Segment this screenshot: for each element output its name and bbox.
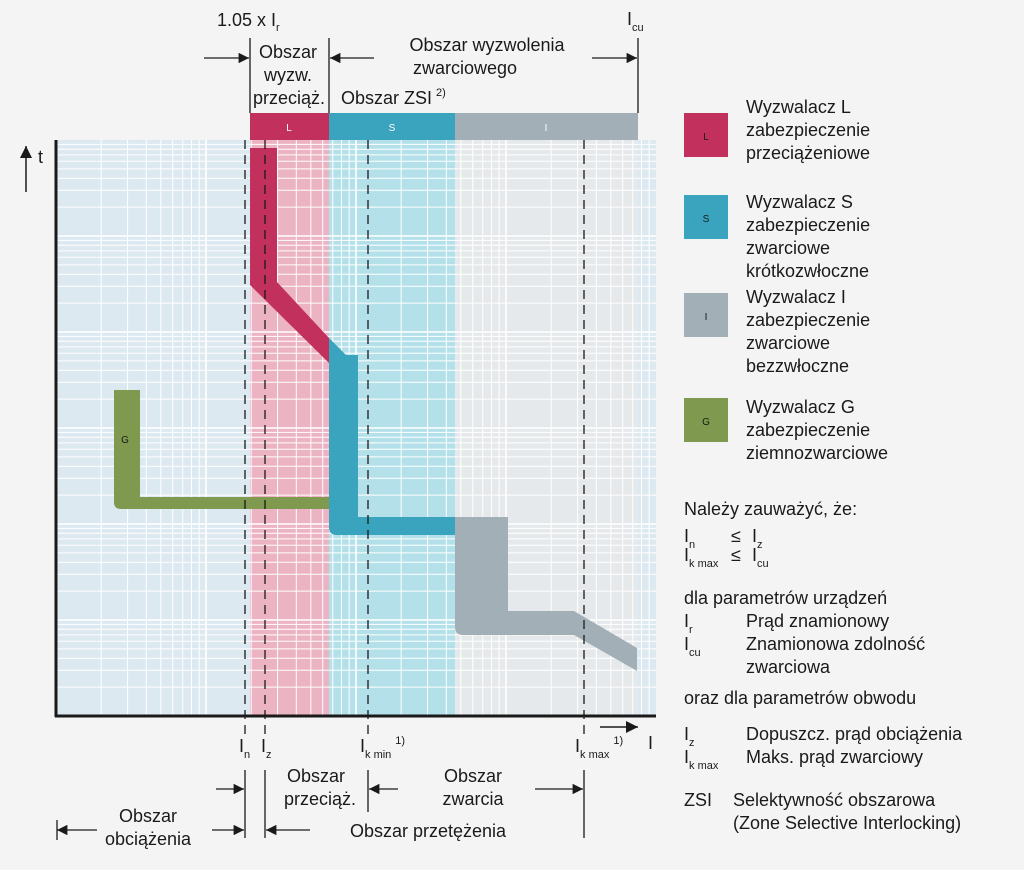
legend-swatch-label-I: I	[705, 312, 708, 323]
legend-text-S-2: zwarciowe	[746, 238, 830, 258]
legend-swatch-label-L: L	[703, 132, 709, 143]
band-S-label: S	[389, 123, 396, 134]
bottom-sc-line2: zwarcia	[442, 789, 504, 809]
parameter-list: Ir Prąd znamionowy Icu Znamionowa zdolność z…	[684, 611, 963, 772]
legend-swatch-label-S: S	[703, 214, 710, 225]
device-heading: dla parametrów urządzeń	[684, 588, 887, 608]
band-L-label: L	[286, 123, 292, 134]
curve-S	[329, 338, 455, 535]
legend-text-G-1: zabezpieczenie	[746, 420, 870, 440]
rel2-b: Icu	[752, 545, 769, 570]
legend-swatch-S	[684, 195, 728, 239]
legend-swatch-L	[684, 113, 728, 157]
zone-overload-line2: wyzw.	[263, 65, 312, 85]
zone-shortcircuit-line1: Obszar wyzwolenia	[409, 35, 565, 55]
legend-text-S-0: Wyzwalacz S	[746, 192, 853, 212]
bottom-sc-line1: Obszar	[444, 766, 502, 786]
bottom-overload-line1: Obszar	[287, 766, 345, 786]
label-Iz: Iz	[261, 736, 272, 761]
bottom-overcurrent: Obszar przetężenia	[350, 821, 507, 841]
i-axis-label: I	[648, 733, 653, 753]
label-105ir: 1.05 x Ir	[217, 10, 280, 34]
rel2-a: Ik max	[684, 545, 719, 570]
legend-swatch-label-G: G	[702, 417, 710, 428]
band-S	[329, 113, 455, 140]
zsi-desc-line2: (Zone Selective Interlocking)	[733, 813, 961, 833]
zsi-zone-label: Obszar ZSI 2)	[341, 87, 446, 108]
legend-text-L-1: zabezpieczenie	[746, 120, 870, 140]
band-L	[250, 113, 329, 140]
legend-text-G-2: ziemnozwarciowe	[746, 443, 888, 463]
legend-text-G-0: Wyzwalacz G	[746, 397, 855, 417]
zone-overload-line3: przeciąż.	[253, 88, 325, 108]
legend-text-S-1: zabezpieczenie	[746, 215, 870, 235]
curve-G	[114, 390, 329, 509]
legend-swatch-I	[684, 293, 728, 337]
label-In: In	[239, 736, 250, 761]
zsi-symbol: ZSI	[684, 790, 712, 810]
notes-heading: Należy zauważyć, że:	[684, 499, 857, 519]
param-desc-device-1-0: Znamionowa zdolność	[746, 634, 925, 654]
legend-text-L-2: przeciążeniowe	[746, 143, 870, 163]
bottom-load-line2: obciążenia	[105, 829, 192, 849]
legend-text-I-1: zabezpieczenie	[746, 310, 870, 330]
param-desc-device-0-0: Prąd znamionowy	[746, 611, 889, 631]
curve-G-label: G	[121, 435, 129, 446]
param-symbol-device-1: Icu	[684, 634, 701, 659]
band-I	[455, 113, 638, 140]
legend: L Wyzwalacz L zabezpieczenie przeciążeniowe…	[684, 97, 888, 463]
rel1-op: ≤	[731, 526, 741, 546]
legend-text-I-2: zwarciowe	[746, 333, 830, 353]
label-Ikmax: Ik max1)	[575, 735, 623, 761]
zsi-desc-line1: Selektywność obszarowa	[733, 790, 936, 810]
param-symbol-circuit-1: Ik max	[684, 747, 719, 772]
legend-swatch-G	[684, 398, 728, 442]
param-desc-circuit-0-0: Dopuszcz. prąd obciążenia	[746, 724, 963, 744]
band-I-label: I	[545, 123, 548, 134]
icu-label: Icu	[627, 9, 644, 34]
legend-text-I-0: Wyzwalacz I	[746, 287, 846, 307]
curve-L	[250, 148, 329, 363]
rel1-a: In	[684, 526, 695, 551]
param-symbol-device-0: Ir	[684, 611, 693, 636]
legend-text-L-0: Wyzwalacz L	[746, 97, 851, 117]
bottom-overload-line2: przeciąż.	[284, 789, 356, 809]
legend-text-I-3: bezzwłoczne	[746, 356, 849, 376]
param-symbol-circuit-0: Iz	[684, 724, 695, 749]
zone-shortcircuit-line2: zwarciowego	[413, 58, 517, 78]
rel1-b: Iz	[752, 526, 763, 551]
circuit-heading: oraz dla parametrów obwodu	[684, 688, 916, 708]
zone-overload-line1: Obszar	[259, 42, 317, 62]
label-Ikmin: Ik min1)	[360, 735, 405, 761]
bottom-load-line1: Obszar	[119, 806, 177, 826]
t-axis-label: t	[38, 147, 43, 167]
curve-I	[455, 517, 637, 671]
legend-text-S-3: krótkozwłoczne	[746, 261, 869, 281]
param-desc-device-1-1: zwarciowa	[746, 657, 831, 677]
rel2-op: ≤	[731, 545, 741, 565]
param-desc-circuit-1-0: Maks. prąd zwarciowy	[746, 747, 923, 767]
